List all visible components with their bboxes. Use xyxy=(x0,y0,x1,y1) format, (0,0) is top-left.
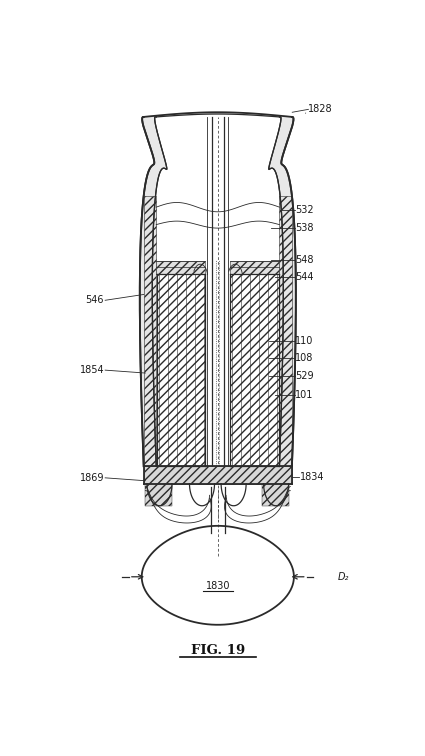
Text: 101: 101 xyxy=(295,389,314,400)
Text: 548: 548 xyxy=(295,255,314,265)
Bar xyxy=(156,262,205,274)
Bar xyxy=(144,196,156,466)
Text: 544: 544 xyxy=(295,272,314,282)
Text: 110: 110 xyxy=(295,336,314,346)
Bar xyxy=(230,274,279,466)
Text: 1834: 1834 xyxy=(300,472,324,482)
Text: 546: 546 xyxy=(86,296,104,305)
Bar xyxy=(157,274,205,466)
Bar xyxy=(262,484,289,506)
Polygon shape xyxy=(140,116,167,466)
Bar xyxy=(157,274,205,466)
Text: FIG. 19: FIG. 19 xyxy=(191,644,245,657)
Bar xyxy=(279,196,292,466)
Text: 529: 529 xyxy=(295,371,314,381)
Bar xyxy=(230,274,279,466)
Text: 1854: 1854 xyxy=(79,365,104,375)
Polygon shape xyxy=(144,112,292,117)
Text: 108: 108 xyxy=(295,354,314,364)
Text: 1828: 1828 xyxy=(309,104,333,114)
Text: D₂: D₂ xyxy=(338,572,349,582)
Text: 532: 532 xyxy=(295,205,314,215)
Text: 538: 538 xyxy=(295,222,314,233)
Text: 1830: 1830 xyxy=(206,581,230,590)
Bar xyxy=(144,466,292,484)
Polygon shape xyxy=(269,116,296,466)
Bar xyxy=(145,484,172,506)
Bar xyxy=(230,262,279,274)
Text: 1869: 1869 xyxy=(79,472,104,483)
